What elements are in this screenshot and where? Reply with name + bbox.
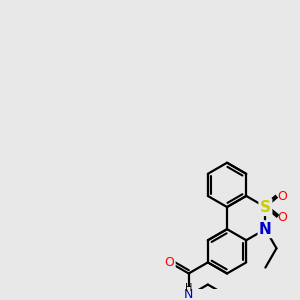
Text: H: H [185,283,192,293]
Text: S: S [260,200,271,214]
Text: N: N [259,222,272,237]
Text: O: O [277,190,287,203]
Text: O: O [277,211,287,224]
Text: O: O [165,256,174,269]
Text: N: N [184,288,194,300]
